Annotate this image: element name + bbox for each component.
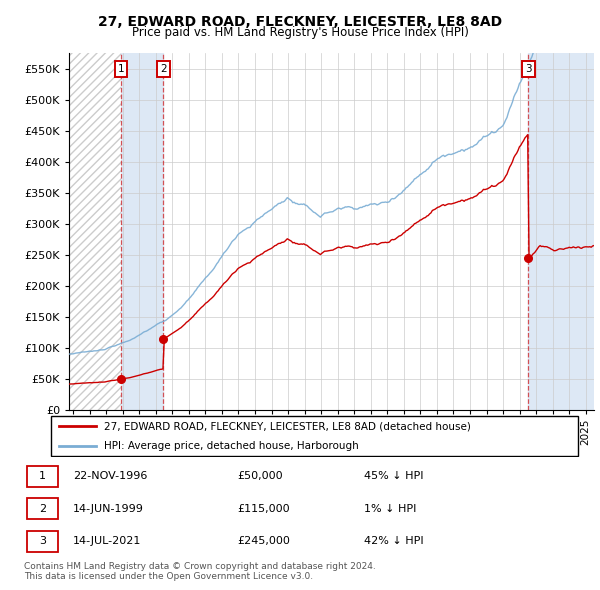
Text: 3: 3 [38,536,46,546]
Bar [121,53,163,410]
Text: 14-JUL-2021: 14-JUL-2021 [73,536,141,546]
Text: Price paid vs. HM Land Registry's House Price Index (HPI): Price paid vs. HM Land Registry's House … [131,26,469,39]
Text: HPI: Average price, detached house, Harborough: HPI: Average price, detached house, Harb… [104,441,359,451]
Text: 27, EDWARD ROAD, FLECKNEY, LEICESTER, LE8 8AD (detached house): 27, EDWARD ROAD, FLECKNEY, LEICESTER, LE… [104,421,471,431]
Text: 14-JUN-1999: 14-JUN-1999 [73,504,143,514]
Bar [69,53,121,410]
Text: 1: 1 [38,471,46,481]
FancyBboxPatch shape [50,415,578,457]
Text: 1% ↓ HPI: 1% ↓ HPI [364,504,416,514]
Text: £115,000: £115,000 [237,504,290,514]
Bar [529,53,594,410]
Text: 2: 2 [38,504,46,514]
Text: 27, EDWARD ROAD, FLECKNEY, LEICESTER, LE8 8AD: 27, EDWARD ROAD, FLECKNEY, LEICESTER, LE… [98,15,502,29]
Text: £245,000: £245,000 [237,536,290,546]
Text: 3: 3 [525,64,532,74]
Bar [69,53,121,410]
Text: 1: 1 [118,64,124,74]
Text: Contains HM Land Registry data © Crown copyright and database right 2024.
This d: Contains HM Land Registry data © Crown c… [24,562,376,581]
Bar [26,531,58,552]
Text: 2: 2 [160,64,167,74]
Text: 22-NOV-1996: 22-NOV-1996 [73,471,147,481]
Text: 45% ↓ HPI: 45% ↓ HPI [364,471,423,481]
Text: £50,000: £50,000 [237,471,283,481]
Bar [26,499,58,519]
Bar [26,466,58,487]
Text: 42% ↓ HPI: 42% ↓ HPI [364,536,423,546]
